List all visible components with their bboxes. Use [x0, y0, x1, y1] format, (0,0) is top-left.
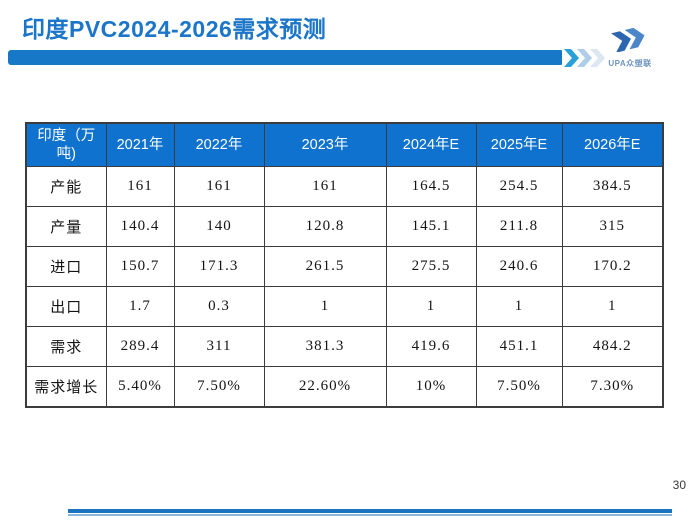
row-label: 产量	[25, 206, 107, 247]
table-cell: 170.2	[561, 246, 664, 287]
table-cell: 275.5	[385, 246, 477, 287]
table-row-export: 出口 1.7 0.3 1 1 1 1	[25, 286, 664, 327]
table-cell: 22.60%	[263, 366, 387, 408]
table-cell: 7.50%	[173, 366, 265, 408]
company-logo: UPA众塑联	[598, 26, 662, 69]
table-cell: 140.4	[105, 206, 175, 247]
table-cell: 315	[561, 206, 664, 247]
table-cell: 384.5	[561, 166, 664, 207]
table-cell: 140	[173, 206, 265, 247]
header-year-cell: 2024年E	[385, 122, 477, 167]
table-row-production: 产量 140.4 140 120.8 145.1 211.8 315	[25, 206, 664, 247]
table-cell: 289.4	[105, 326, 175, 367]
table-row-import: 进口 150.7 171.3 261.5 275.5 240.6 170.2	[25, 246, 664, 287]
table-cell: 1	[263, 286, 387, 327]
row-label: 需求	[25, 326, 107, 367]
table-cell: 161	[173, 166, 265, 207]
page-number: 30	[672, 478, 686, 492]
row-label: 需求增长	[25, 366, 107, 408]
header-year-cell: 2025年E	[475, 122, 563, 167]
footer-divider-line	[68, 509, 672, 516]
table-cell: 261.5	[263, 246, 387, 287]
table-cell: 1.7	[105, 286, 175, 327]
logo-text: UPA众塑联	[608, 59, 652, 68]
table-cell: 1	[385, 286, 477, 327]
table-cell: 254.5	[475, 166, 563, 207]
header-year-cell: 2021年	[105, 122, 175, 167]
table-cell: 0.3	[173, 286, 265, 327]
header-year-cell: 2026年E	[561, 122, 664, 167]
table-cell: 161	[263, 166, 387, 207]
table-cell: 10%	[385, 366, 477, 408]
header-year-cell: 2022年	[173, 122, 265, 167]
demand-forecast-table: 印度（万吨) 2021年 2022年 2023年 2024年E 2025年E 2…	[25, 122, 664, 408]
table-cell: 1	[561, 286, 664, 327]
table-cell: 7.50%	[475, 366, 563, 408]
title-divider-bar	[8, 50, 562, 65]
header-unit-cell: 印度（万吨)	[25, 122, 107, 167]
row-label: 出口	[25, 286, 107, 327]
table-cell: 211.8	[475, 206, 563, 247]
table-cell: 5.40%	[105, 366, 175, 408]
table-cell: 1	[475, 286, 563, 327]
table-cell: 240.6	[475, 246, 563, 287]
table-cell: 145.1	[385, 206, 477, 247]
table-row-demand-growth: 需求增长 5.40% 7.50% 22.60% 10% 7.50% 7.30%	[25, 366, 664, 408]
table-cell: 419.6	[385, 326, 477, 367]
row-label: 进口	[25, 246, 107, 287]
table-cell: 161	[105, 166, 175, 207]
logo-mark-icon	[611, 27, 645, 53]
chevron-right-icons	[564, 49, 605, 67]
table-cell: 164.5	[385, 166, 477, 207]
table-row-capacity: 产能 161 161 161 164.5 254.5 384.5	[25, 166, 664, 207]
table-row-demand: 需求 289.4 311 381.3 419.6 451.1 484.2	[25, 326, 664, 367]
table-cell: 171.3	[173, 246, 265, 287]
table-cell: 381.3	[263, 326, 387, 367]
table-header-row: 印度（万吨) 2021年 2022年 2023年 2024年E 2025年E 2…	[25, 122, 664, 167]
table-cell: 120.8	[263, 206, 387, 247]
row-label: 产能	[25, 166, 107, 207]
header-year-cell: 2023年	[263, 122, 387, 167]
table-cell: 150.7	[105, 246, 175, 287]
table-cell: 311	[173, 326, 265, 367]
table-cell: 7.30%	[561, 366, 664, 408]
table-cell: 484.2	[561, 326, 664, 367]
table-cell: 451.1	[475, 326, 563, 367]
page-title: 印度PVC2024-2026需求预测	[22, 16, 327, 42]
